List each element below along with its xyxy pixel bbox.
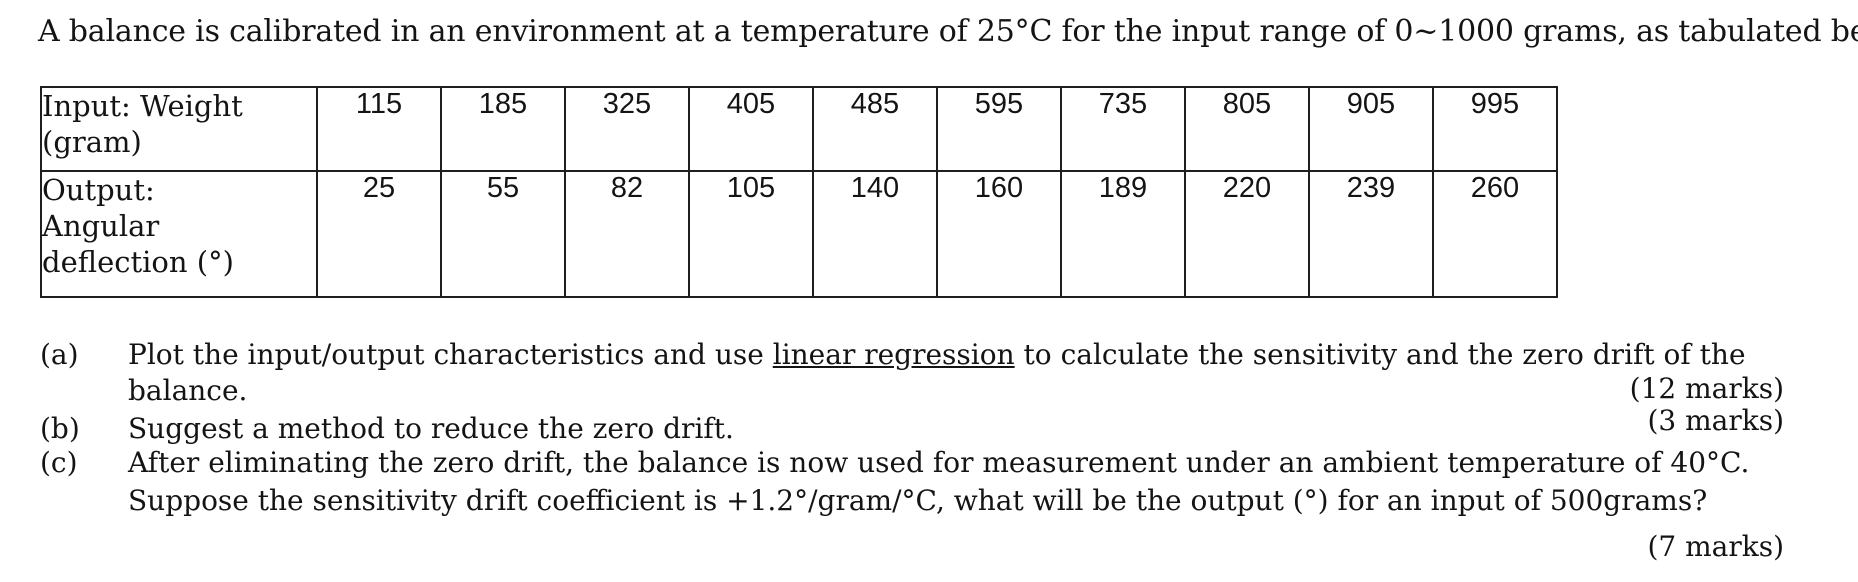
input-cell: 115 [316,86,442,172]
input-label-line: Input: Weight [42,89,243,123]
output-cell: 140 [812,170,938,298]
question-b-label: (b) [40,412,80,445]
output-label-line: Angular [42,209,160,243]
question-c-text-cont: Suppose the sensitivity drift coefficien… [128,484,1708,517]
output-cell: 260 [1432,170,1558,298]
question-b-marks: (3 marks) [1647,404,1784,437]
output-cell: 55 [440,170,566,298]
output-label-cell: Output: Angular deflection (°) [40,170,318,298]
input-label-line: (gram) [42,125,142,159]
input-cell: 735 [1060,86,1186,172]
output-label-line: deflection (°) [42,245,234,279]
question-a-text-start: Plot the input/output characteristics an… [128,338,773,371]
output-cell: 189 [1060,170,1186,298]
output-row: Output: Angular deflection (°) 25 55 82 … [40,170,1558,298]
input-cell: 185 [440,86,566,172]
input-cell: 485 [812,86,938,172]
question-b-text: Suggest a method to reduce the zero drif… [128,412,734,445]
output-cell: 105 [688,170,814,298]
output-cell: 220 [1184,170,1310,298]
output-cell: 160 [936,170,1062,298]
input-row: Input: Weight (gram) 115 185 325 405 485… [40,86,1558,172]
output-label-line: Output: [42,173,155,207]
output-cell: 239 [1308,170,1434,298]
input-cell: 905 [1308,86,1434,172]
input-cell: 325 [564,86,690,172]
question-a-text-cont: balance. [128,374,248,407]
question-c-marks: (7 marks) [1647,530,1784,563]
calibration-table: Input: Weight (gram) 115 185 325 405 485… [40,86,1558,298]
question-a-label: (a) [40,338,79,371]
question-c-text: After eliminating the zero drift, the ba… [128,446,1750,479]
input-cell: 995 [1432,86,1558,172]
linear-regression-term: linear regression [772,338,1015,371]
input-cell: 595 [936,86,1062,172]
input-label-cell: Input: Weight (gram) [40,86,318,172]
question-a-text-end: to calculate the sensitivity and the zer… [1014,338,1746,371]
intro-text: A balance is calibrated in an environmen… [38,14,1858,49]
question-c-label: (c) [40,446,78,479]
output-cell: 82 [564,170,690,298]
output-cell: 25 [316,170,442,298]
input-cell: 405 [688,86,814,172]
question-a-marks: (12 marks) [1629,372,1784,405]
question-a-text: Plot the input/output characteristics an… [128,338,1746,371]
input-cell: 805 [1184,86,1310,172]
